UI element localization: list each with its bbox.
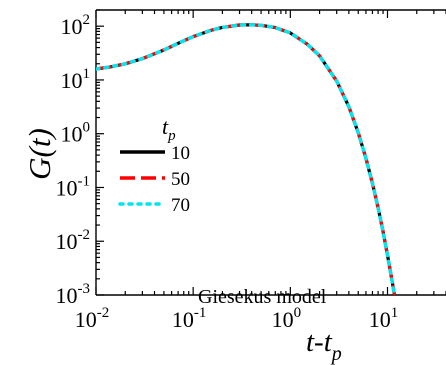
x-axis-label: t-tp [306, 326, 342, 365]
y-tick-label: 102 [61, 12, 91, 39]
y-tick-label-exp: 1 [83, 66, 91, 82]
legend-label-10: 10 [171, 143, 190, 164]
x-axis-label-main: t-t [306, 326, 333, 358]
y-tick-label-base: 10 [61, 68, 83, 93]
legend: tp 10 50 70 [118, 114, 190, 216]
x-tick-label: 10-1 [172, 305, 207, 332]
model-annotation: Giesekus model [198, 286, 327, 308]
y-tick-label-base: 10 [56, 283, 78, 308]
legend-entries: 10 50 70 [118, 143, 190, 216]
y-tick-label-base: 10 [61, 122, 83, 147]
y-axis-label-main: G [22, 157, 57, 179]
y-tick-label-exp: -3 [78, 281, 91, 297]
legend-title: tp [162, 114, 176, 144]
legend-title-sub: p [167, 128, 176, 144]
y-axis-label: G(t) [22, 128, 57, 180]
x-tick-label-base: 10 [75, 307, 97, 332]
series-line-50 [96, 23, 397, 295]
x-tick-label: 100 [272, 305, 302, 332]
y-tick-label: 10-3 [56, 281, 91, 308]
x-tick-label-base: 10 [369, 307, 391, 332]
x-tick-label-base: 10 [272, 307, 294, 332]
legend-title-main: t [162, 114, 169, 139]
y-tick-label-exp: 0 [83, 120, 91, 136]
y-tick-label-base: 10 [56, 175, 78, 200]
series-line-70 [96, 23, 397, 295]
series-line-10 [96, 23, 397, 295]
legend-label-70: 70 [171, 195, 190, 216]
y-tick-label-exp: -1 [78, 173, 91, 189]
x-tick-label: 101 [369, 305, 399, 332]
series-layer [96, 23, 397, 295]
x-axis-label-sub: p [330, 343, 342, 365]
x-tick-label-base: 10 [172, 307, 194, 332]
x-tick-label: 10-2 [75, 305, 110, 332]
x-tick-label-exp: 1 [391, 305, 399, 321]
y-tick-label: 100 [61, 120, 91, 147]
y-tick-label: 10-1 [56, 173, 91, 200]
x-tick-label-exp: 0 [294, 305, 302, 321]
x-tick-label-exp: -2 [97, 305, 110, 321]
y-tick-label-base: 10 [61, 14, 83, 39]
legend-label-50: 50 [171, 169, 190, 190]
y-tick-label-exp: -2 [78, 227, 91, 243]
y-tick-label-exp: 2 [83, 12, 91, 28]
x-tick-label-exp: -1 [194, 305, 207, 321]
y-tick-label: 10-2 [56, 227, 91, 254]
y-tick-label: 101 [61, 66, 91, 93]
ticks [95, 9, 446, 296]
y-axis-label-arg: (t) [22, 128, 57, 157]
y-tick-label-base: 10 [56, 229, 78, 254]
